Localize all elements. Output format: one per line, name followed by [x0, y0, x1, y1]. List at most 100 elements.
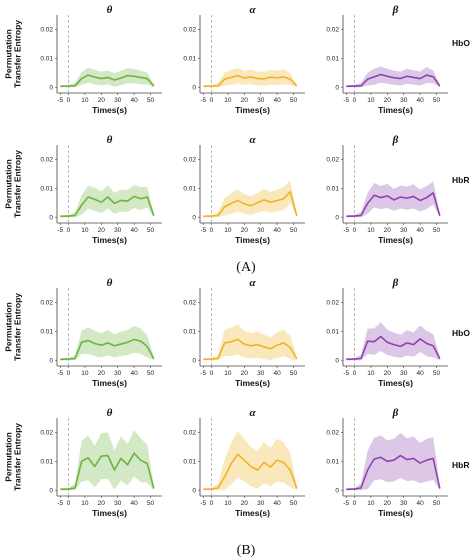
subplot-A-hbo-0: 0 0.01 0.02 -5 0 10 20 30 40 50 Times(s) θ — [40, 4, 162, 115]
x-tick-label: 10 — [81, 370, 89, 377]
row-label-hbo: HbO — [452, 328, 470, 338]
x-tick-label: 0 — [67, 500, 71, 507]
x-tick-label: -5 — [57, 370, 63, 377]
band-title: θ — [107, 277, 113, 289]
x-tick-label: 10 — [224, 370, 232, 377]
x-tick-label: 10 — [81, 97, 89, 104]
x-axis-label: Times(s) — [92, 508, 127, 518]
y-tick-label: 0.02 — [183, 27, 196, 34]
subplot-A-hbr-2: 0 0.01 0.02 -5 0 10 20 30 40 50 Times(s) β — [326, 134, 448, 245]
x-tick-label: -5 — [57, 500, 63, 507]
band-title: θ — [107, 4, 113, 16]
x-tick-label: 10 — [81, 500, 89, 507]
x-tick-label: 10 — [224, 227, 232, 234]
x-tick-label: 50 — [290, 227, 298, 234]
y-tick-label: 0.01 — [183, 329, 196, 336]
x-tick-label: -5 — [343, 97, 349, 104]
x-tick-label: 50 — [290, 500, 298, 507]
x-tick-label: 10 — [224, 500, 232, 507]
subplot-B-hbo-0: 0 0.01 0.02 -5 0 10 20 30 40 50 Times(s) θ — [40, 277, 162, 388]
x-tick-label: 40 — [273, 370, 281, 377]
mean-line — [203, 338, 298, 361]
x-tick-label: 50 — [290, 97, 298, 104]
y-tick-label: 0.02 — [326, 300, 339, 307]
y-tick-label: 0.02 — [40, 430, 53, 437]
y-tick-label: 0 — [49, 214, 53, 221]
y-tick-label: 0.01 — [326, 186, 339, 193]
x-tick-label: 0 — [210, 500, 214, 507]
x-tick-label: 0 — [67, 97, 71, 104]
y-tick-label: 0 — [335, 84, 339, 91]
x-tick-label: 0 — [210, 97, 214, 104]
mean-line — [60, 338, 155, 361]
x-tick-label: 40 — [273, 97, 281, 104]
std-band — [60, 430, 154, 491]
y-tick-label: 0.01 — [183, 186, 196, 193]
subplot-A-hbr-1: 0 0.01 0.02 -5 0 10 20 30 40 50 Times(s) α — [183, 134, 305, 245]
y-axis-label: PermutationTransfer Entropy — [3, 423, 22, 491]
x-tick-label: 30 — [257, 227, 265, 234]
x-tick-label: 50 — [433, 227, 441, 234]
x-tick-label: 50 — [147, 97, 155, 104]
band-title: α — [249, 277, 256, 289]
x-tick-label: -5 — [343, 500, 349, 507]
x-tick-label: 40 — [416, 500, 424, 507]
y-tick-label: 0 — [192, 487, 196, 494]
x-axis-label: Times(s) — [235, 105, 270, 115]
x-tick-label: 50 — [147, 227, 155, 234]
x-tick-label: 30 — [400, 370, 408, 377]
x-tick-label: 50 — [290, 370, 298, 377]
x-tick-label: 40 — [130, 370, 138, 377]
x-tick-label: 20 — [384, 227, 392, 234]
y-tick-label: 0 — [192, 214, 196, 221]
x-tick-label: -5 — [200, 370, 206, 377]
x-axis-label: Times(s) — [235, 378, 270, 388]
x-tick-label: -5 — [200, 227, 206, 234]
band-title: α — [249, 407, 256, 419]
x-tick-label: 40 — [130, 97, 138, 104]
band-title: θ — [107, 407, 113, 419]
y-axis-label: PermutationTransfer Entropy — [3, 20, 22, 88]
y-tick-label: 0.02 — [40, 300, 53, 307]
x-axis-label: Times(s) — [235, 508, 270, 518]
x-tick-label: 30 — [257, 97, 265, 104]
x-tick-label: 10 — [81, 227, 89, 234]
x-axis-label: Times(s) — [92, 235, 127, 245]
band-title: θ — [107, 134, 113, 146]
mean-line — [60, 195, 155, 218]
x-tick-label: 40 — [130, 227, 138, 234]
x-tick-label: 30 — [114, 370, 122, 377]
x-tick-label: 0 — [210, 227, 214, 234]
y-tick-label: 0 — [335, 487, 339, 494]
x-tick-label: 0 — [353, 370, 357, 377]
x-tick-label: 50 — [433, 97, 441, 104]
x-tick-label: 20 — [241, 500, 249, 507]
std-band — [60, 184, 154, 218]
panel-label-a: (A) — [236, 260, 256, 275]
row-label-hbr: HbR — [452, 460, 469, 470]
y-tick-label: 0.01 — [326, 459, 339, 466]
x-tick-label: 0 — [67, 227, 71, 234]
subplot-A-hbr-0: 0 0.01 0.02 -5 0 10 20 30 40 50 Times(s) θ — [40, 134, 162, 245]
x-tick-label: 0 — [353, 227, 357, 234]
std-band — [346, 322, 440, 361]
y-tick-label: 0 — [335, 357, 339, 364]
x-tick-label: 40 — [416, 227, 424, 234]
x-tick-label: 20 — [241, 227, 249, 234]
x-tick-label: 20 — [241, 97, 249, 104]
x-tick-label: 0 — [353, 500, 357, 507]
std-band — [203, 180, 297, 218]
x-tick-label: 0 — [353, 97, 357, 104]
y-tick-label: 0.01 — [326, 56, 339, 63]
x-tick-label: 20 — [98, 370, 106, 377]
x-tick-label: 40 — [130, 500, 138, 507]
band-title: β — [392, 277, 399, 289]
y-tick-label: 0.01 — [183, 459, 196, 466]
x-tick-label: 20 — [384, 500, 392, 507]
y-tick-label: 0.02 — [183, 300, 196, 307]
std-band — [346, 433, 440, 491]
mean-line — [203, 191, 298, 218]
x-tick-label: 40 — [273, 500, 281, 507]
x-tick-label: 30 — [257, 370, 265, 377]
